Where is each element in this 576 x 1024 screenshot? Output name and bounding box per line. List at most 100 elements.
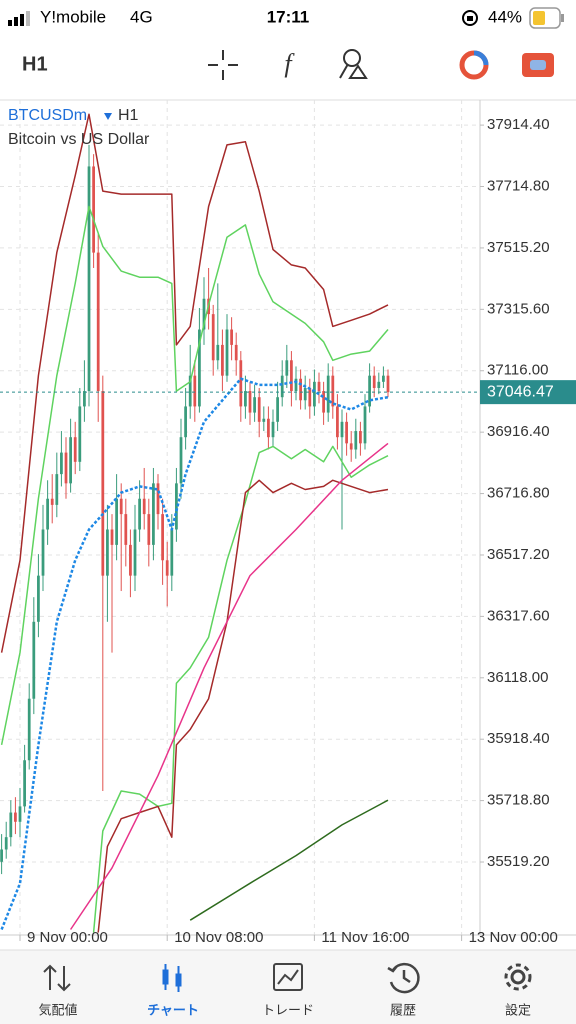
candle-body <box>106 529 109 576</box>
candle-body <box>354 431 358 450</box>
candle-body <box>147 514 151 545</box>
y-tick-label: 37515.20 <box>487 239 550 256</box>
grid <box>0 100 480 935</box>
tab-label[interactable]: 設定 <box>505 1002 531 1017</box>
candle-body <box>175 483 178 530</box>
toolbar: H1 f <box>22 49 554 80</box>
y-tick-label: 36118.00 <box>487 669 548 686</box>
candle-body <box>119 498 123 515</box>
tab-label[interactable]: 気配値 <box>38 1002 77 1017</box>
candle-body <box>368 375 371 407</box>
candle-body <box>221 344 224 376</box>
candle-body <box>216 344 220 361</box>
symbol-description: Bitcoin vs US Dollar <box>8 131 150 148</box>
y-tick-label: 37714.80 <box>487 177 550 194</box>
y-tick-label: 35918.40 <box>487 730 550 747</box>
trade-button[interactable] <box>522 53 554 77</box>
objects-button[interactable] <box>339 49 368 79</box>
candle-body <box>152 483 155 545</box>
y-tick-label: 36317.60 <box>487 607 550 624</box>
candle-body <box>78 406 82 462</box>
candle-body <box>322 391 325 413</box>
y-tick-label: 37116.00 <box>487 362 548 379</box>
candle-body <box>372 375 376 388</box>
candle-body <box>294 378 298 392</box>
indicators-button[interactable]: f <box>284 49 295 78</box>
indicator-line <box>0 205 389 746</box>
axes: 37914.40 37714.80 37515.20 37315.60 37116.00… <box>0 100 576 946</box>
account-button[interactable] <box>459 50 489 80</box>
candle-body <box>9 812 13 838</box>
candle-body <box>313 381 316 407</box>
candle-body <box>257 397 261 422</box>
timeframe-button[interactable]: H1 <box>22 53 48 75</box>
symbol[interactable]: BTCUSDm <box>8 107 87 124</box>
battery-level: 44% <box>488 7 522 26</box>
candle-body <box>184 406 187 438</box>
candle-body <box>230 329 233 345</box>
candle-body <box>0 849 3 862</box>
y-tick-label: 36517.20 <box>487 546 550 563</box>
candle-body <box>165 560 169 576</box>
y-tick-label: 35519.20 <box>487 853 550 870</box>
candle-body <box>276 397 279 422</box>
indicator-line <box>69 442 389 930</box>
candle-body <box>161 514 164 561</box>
candle-body <box>382 375 385 382</box>
indicator-line <box>97 479 389 933</box>
indicator-line <box>0 377 389 930</box>
candle-body <box>188 375 192 407</box>
candle-body <box>46 498 49 530</box>
candle-body <box>225 329 229 376</box>
carrier: Y!mobile <box>40 7 106 26</box>
candle-body <box>18 806 22 822</box>
candle-body <box>386 375 390 393</box>
x-tick-label: 13 Nov 00:00 <box>469 929 558 946</box>
candle-body <box>69 437 72 484</box>
crosshair-button[interactable] <box>208 50 238 80</box>
candle-body <box>92 166 95 253</box>
y-tick-label: 36716.80 <box>487 485 550 502</box>
tab-label[interactable]: チャート <box>147 1002 199 1017</box>
last-price-box <box>480 380 576 405</box>
candle-body <box>271 421 275 438</box>
candle-body <box>37 575 40 622</box>
candle-body <box>244 391 247 407</box>
candle-body <box>377 381 381 388</box>
candle-body <box>198 329 201 407</box>
y-tick-label: 37914.40 <box>487 116 550 133</box>
candle-body <box>331 375 335 407</box>
indicator-line <box>0 113 389 653</box>
trade-icon <box>273 963 303 991</box>
candle-body <box>179 437 183 484</box>
tab-bar <box>0 949 576 1024</box>
clock: 17:11 <box>267 7 310 26</box>
candle-body <box>64 452 68 484</box>
candle-body <box>156 483 160 515</box>
candle-body <box>359 431 362 444</box>
settings-icon <box>504 963 532 991</box>
candle-body <box>290 360 293 392</box>
candle-body <box>115 498 118 545</box>
candle-body <box>55 474 59 505</box>
symbol-dropdown[interactable] <box>104 113 112 120</box>
candle-body <box>299 378 302 401</box>
candle-body <box>27 698 31 761</box>
candle-body <box>50 498 54 505</box>
tab-labels: 気配値 チャート トレード 履歴 設定 <box>38 1002 531 1017</box>
candle-body <box>4 837 8 850</box>
candle-body <box>248 391 252 413</box>
tab-label[interactable]: 履歴 <box>390 1002 416 1017</box>
indicator-line <box>92 445 389 933</box>
x-tick-label: 11 Nov 16:00 <box>321 929 409 946</box>
candle-body <box>308 387 312 407</box>
candle-body <box>193 375 197 407</box>
candle-body <box>170 529 174 576</box>
candle-body <box>23 760 26 807</box>
tab-label[interactable]: トレード <box>262 1002 314 1017</box>
candle-body <box>96 252 100 392</box>
candle-body <box>345 421 348 444</box>
candle-body <box>317 381 321 392</box>
x-tick-label: 10 Nov 08:00 <box>174 929 263 946</box>
